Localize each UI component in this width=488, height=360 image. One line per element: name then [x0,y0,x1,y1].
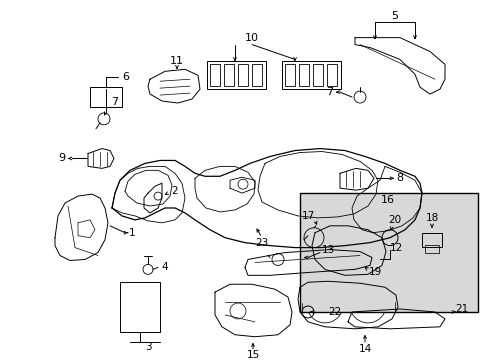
Bar [251,64,262,86]
Bar [421,233,441,247]
Text: 21: 21 [454,304,468,314]
Text: 9: 9 [59,153,65,163]
Text: 19: 19 [367,267,381,277]
Text: 20: 20 [387,215,401,225]
Text: 7: 7 [326,87,333,97]
Text: 16: 16 [380,195,394,205]
Text: 23: 23 [255,238,268,248]
Bar [206,62,265,89]
Bar [299,193,477,312]
Bar [285,64,294,86]
Text: 14: 14 [358,343,371,354]
Text: 1: 1 [128,228,135,238]
Text: 22: 22 [328,307,341,317]
Bar [282,62,340,89]
Text: 18: 18 [425,213,438,223]
Text: 11: 11 [170,57,183,66]
Bar [326,64,336,86]
Bar [120,282,160,332]
Text: 10: 10 [244,33,259,42]
Text: 8: 8 [396,173,403,183]
Bar [312,64,323,86]
Text: 15: 15 [246,350,259,360]
Text: 3: 3 [144,342,151,352]
Bar [224,64,234,86]
Text: 5: 5 [391,11,398,21]
Bar [90,87,122,107]
Text: 17: 17 [301,211,314,221]
Text: 2: 2 [171,186,178,196]
Bar [238,64,247,86]
Text: 13: 13 [321,244,334,255]
Text: 4: 4 [162,262,168,273]
Text: 7: 7 [111,97,118,107]
Bar [298,64,308,86]
Text: 12: 12 [388,243,402,253]
Bar [209,64,220,86]
Text: 6: 6 [122,72,129,82]
Bar [424,245,438,253]
